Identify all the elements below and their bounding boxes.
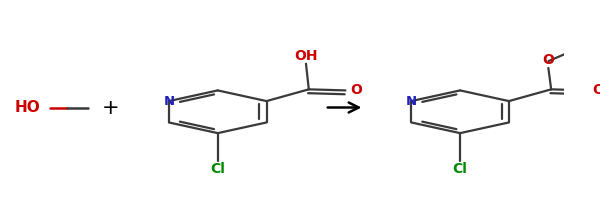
Text: Cl: Cl	[210, 162, 225, 176]
Text: +: +	[102, 97, 119, 118]
Text: Cl: Cl	[452, 162, 467, 176]
Text: HO: HO	[15, 100, 41, 115]
Text: O: O	[592, 83, 600, 97]
Text: OH: OH	[294, 49, 318, 63]
Text: O: O	[542, 53, 554, 67]
Text: O: O	[350, 83, 362, 97]
Text: N: N	[406, 95, 417, 108]
Text: N: N	[163, 95, 175, 108]
